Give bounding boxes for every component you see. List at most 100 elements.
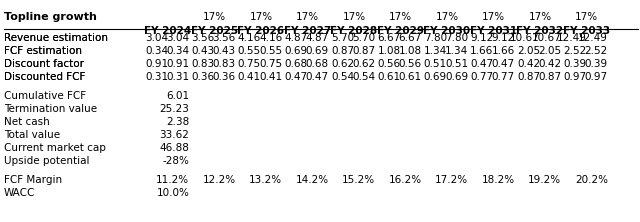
Text: 17%: 17% — [389, 12, 412, 22]
Text: 0.91: 0.91 — [166, 59, 189, 69]
Text: 18.2%: 18.2% — [482, 175, 515, 185]
Text: 0.97: 0.97 — [584, 72, 608, 82]
Text: 3.04: 3.04 — [145, 33, 168, 43]
Text: Total value: Total value — [4, 130, 60, 140]
Text: 2.05: 2.05 — [538, 46, 561, 56]
Text: FY 2030: FY 2030 — [424, 26, 470, 36]
Text: Termination value: Termination value — [4, 104, 97, 114]
Text: 9.12: 9.12 — [492, 33, 515, 43]
Text: 0.55: 0.55 — [259, 46, 282, 56]
Text: 0.75: 0.75 — [259, 59, 282, 69]
Text: 0.69: 0.69 — [424, 72, 447, 82]
Text: FY 2025: FY 2025 — [191, 26, 238, 36]
Text: Discount factor: Discount factor — [4, 59, 84, 69]
Text: 17%: 17% — [575, 12, 598, 22]
Text: 0.47: 0.47 — [284, 72, 307, 82]
Text: 1.34: 1.34 — [445, 46, 468, 56]
Text: FY 2033: FY 2033 — [563, 26, 610, 36]
Text: 33.62: 33.62 — [159, 130, 189, 140]
Text: 10.0%: 10.0% — [156, 188, 189, 198]
Text: 3.56: 3.56 — [191, 33, 214, 43]
Text: 0.31: 0.31 — [166, 72, 189, 82]
Text: 17%: 17% — [250, 12, 273, 22]
Text: 0.68: 0.68 — [306, 59, 329, 69]
Text: 5.70: 5.70 — [331, 33, 354, 43]
Text: 4.16: 4.16 — [259, 33, 282, 43]
Text: Cumulative FCF: Cumulative FCF — [4, 91, 86, 101]
Text: 0.56: 0.56 — [378, 59, 401, 69]
Text: 0.55: 0.55 — [238, 46, 261, 56]
Text: 0.87: 0.87 — [352, 46, 375, 56]
Text: 17%: 17% — [203, 12, 226, 22]
Text: 0.61: 0.61 — [399, 72, 422, 82]
Text: 17.2%: 17.2% — [435, 175, 468, 185]
Text: 13.2%: 13.2% — [249, 175, 282, 185]
Text: 46.88: 46.88 — [159, 143, 189, 153]
Text: 0.87: 0.87 — [538, 72, 561, 82]
Text: 11.2%: 11.2% — [156, 175, 189, 185]
Text: 0.47: 0.47 — [470, 59, 493, 69]
Text: 0.42: 0.42 — [538, 59, 561, 69]
Text: 17%: 17% — [435, 12, 459, 22]
Text: 0.31: 0.31 — [145, 72, 168, 82]
Text: 0.87: 0.87 — [517, 72, 540, 82]
Text: FY 2029: FY 2029 — [377, 26, 424, 36]
Text: 0.83: 0.83 — [191, 59, 214, 69]
Text: 12.2%: 12.2% — [203, 175, 236, 185]
Text: FCF estimation: FCF estimation — [4, 46, 82, 56]
Text: 4.87: 4.87 — [305, 33, 329, 43]
Text: 14.2%: 14.2% — [296, 175, 329, 185]
Text: 0.51: 0.51 — [445, 59, 468, 69]
Text: 0.75: 0.75 — [238, 59, 261, 69]
Text: 17%: 17% — [296, 12, 319, 22]
Text: FCF estimation: FCF estimation — [4, 46, 82, 56]
Text: FY 2031: FY 2031 — [470, 26, 517, 36]
Text: 0.62: 0.62 — [352, 59, 375, 69]
Text: FY 2026: FY 2026 — [237, 26, 285, 36]
Text: 0.39: 0.39 — [584, 59, 608, 69]
Text: -28%: -28% — [163, 156, 189, 166]
Text: Revenue estimation: Revenue estimation — [4, 33, 108, 43]
Text: 0.77: 0.77 — [470, 72, 493, 82]
Text: 7.80: 7.80 — [445, 33, 468, 43]
Text: 12.49: 12.49 — [578, 33, 608, 43]
Text: 0.39: 0.39 — [563, 59, 586, 69]
Text: 19.2%: 19.2% — [528, 175, 561, 185]
Text: 1.66: 1.66 — [492, 46, 515, 56]
Text: 10.67: 10.67 — [531, 33, 561, 43]
Text: 2.52: 2.52 — [584, 46, 608, 56]
Text: 3.56: 3.56 — [212, 33, 236, 43]
Text: 1.66: 1.66 — [470, 46, 493, 56]
Text: 6.67: 6.67 — [399, 33, 422, 43]
Text: 0.41: 0.41 — [259, 72, 282, 82]
Text: FY 2028: FY 2028 — [330, 26, 378, 36]
Text: 0.69: 0.69 — [306, 46, 329, 56]
Text: 7.80: 7.80 — [424, 33, 447, 43]
Text: Revenue estimation: Revenue estimation — [4, 33, 108, 43]
Text: 0.87: 0.87 — [331, 46, 354, 56]
Text: 0.69: 0.69 — [445, 72, 468, 82]
Text: 0.77: 0.77 — [492, 72, 515, 82]
Text: 17%: 17% — [482, 12, 505, 22]
Text: 25.23: 25.23 — [159, 104, 189, 114]
Text: 15.2%: 15.2% — [342, 175, 375, 185]
Text: 0.68: 0.68 — [284, 59, 307, 69]
Text: 4.87: 4.87 — [284, 33, 307, 43]
Text: 1.08: 1.08 — [399, 46, 422, 56]
Text: 2.38: 2.38 — [166, 117, 189, 127]
Text: 16.2%: 16.2% — [388, 175, 422, 185]
Text: 20.2%: 20.2% — [575, 175, 608, 185]
Text: 0.34: 0.34 — [166, 46, 189, 56]
Text: 0.42: 0.42 — [517, 59, 540, 69]
Text: 3.04: 3.04 — [166, 33, 189, 43]
Text: 4.16: 4.16 — [237, 33, 261, 43]
Text: 0.54: 0.54 — [331, 72, 354, 82]
Text: 0.91: 0.91 — [145, 59, 168, 69]
Text: 0.97: 0.97 — [563, 72, 586, 82]
Text: 0.36: 0.36 — [212, 72, 236, 82]
Text: 17%: 17% — [342, 12, 365, 22]
Text: 0.56: 0.56 — [399, 59, 422, 69]
Text: Topline growth: Topline growth — [4, 12, 97, 22]
Text: 0.61: 0.61 — [378, 72, 401, 82]
Text: 0.47: 0.47 — [492, 59, 515, 69]
